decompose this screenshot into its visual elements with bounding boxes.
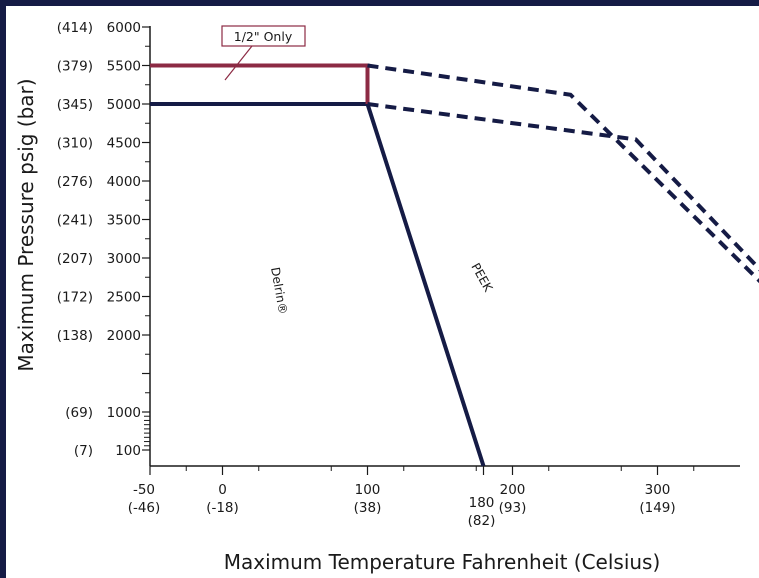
x-tick-celsius-label: (149) — [639, 500, 675, 516]
series-lines — [150, 63, 759, 467]
series-line-delrin-1 — [150, 63, 370, 104]
x-tick-label: 300 — [645, 482, 671, 498]
y-tick-bar-label: (172) — [57, 290, 93, 306]
x-tick-label: 100 — [355, 482, 381, 498]
y-tick-label: 3000 — [107, 251, 141, 267]
y-tick-bar-label: (379) — [57, 59, 93, 75]
x-axis-title: Maximum Temperature Fahrenheit (Celsius) — [224, 550, 661, 574]
y-tick-label: 100 — [115, 443, 141, 459]
x-tick-celsius-label: (-18) — [206, 500, 239, 516]
y-tick-bar-label: (207) — [57, 251, 93, 267]
y-tick-label: 2500 — [107, 290, 141, 306]
y-tick-bar-label: (69) — [65, 405, 93, 421]
y-tick-label: 1000 — [107, 405, 141, 421]
x-tick-celsius-label: (93) — [499, 500, 527, 516]
y-tick-label: 6000 — [107, 20, 141, 36]
y-tick-label: 5000 — [107, 97, 141, 113]
y-tick-label: 5500 — [107, 59, 141, 75]
x-tick-celsius-label: (82) — [468, 513, 496, 529]
x-tick-label: 0 — [218, 482, 227, 498]
ticks: 100(7)1000(69)2000(138)2500(172)3000(207… — [57, 20, 695, 529]
y-tick-bar-label: (138) — [57, 328, 93, 344]
callout-leader — [224, 45, 253, 81]
peek-label: PEEK — [468, 261, 495, 295]
x-tick-celsius-label: (38) — [354, 500, 382, 516]
y-tick-bar-label: (414) — [57, 20, 93, 36]
y-tick-bar-label: (310) — [57, 136, 93, 152]
y-tick-label: 2000 — [107, 328, 141, 344]
series-line-delrin-0 — [150, 102, 486, 467]
y-tick-label: 3500 — [107, 213, 141, 229]
y-tick-label: 4000 — [107, 174, 141, 190]
x-tick-celsius-label: (-46) — [128, 500, 161, 516]
callout-text: 1/2" Only — [234, 29, 293, 44]
y-tick-bar-label: (276) — [57, 174, 93, 190]
series-line-peek-3 — [367, 102, 759, 272]
y-tick-label: 4500 — [107, 136, 141, 152]
x-tick-label: 200 — [500, 482, 526, 498]
callout-box — [221, 25, 306, 47]
half-inch-only-callout: 1/2" Only — [221, 25, 306, 81]
y-axis-title: Maximum Pressure psig (bar) — [14, 78, 38, 371]
y-tick-bar-label: (241) — [57, 213, 93, 229]
y-tick-bar-label: (345) — [57, 97, 93, 113]
delrin-label: Delrin® — [268, 266, 290, 316]
x-tick-label: -50 — [133, 482, 155, 498]
axes — [149, 26, 740, 467]
series-line-peek-2 — [367, 63, 759, 284]
x-tick-label: 180 — [469, 495, 495, 511]
y-tick-bar-label: (7) — [74, 443, 93, 459]
